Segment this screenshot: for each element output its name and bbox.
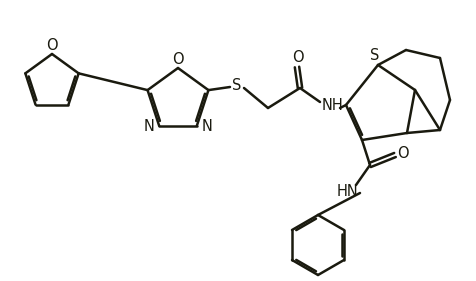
Text: O: O: [292, 51, 303, 65]
Text: O: O: [46, 37, 58, 53]
Text: O: O: [172, 51, 183, 67]
Text: N: N: [201, 119, 212, 134]
Text: S: S: [369, 49, 379, 64]
Text: NH: NH: [321, 99, 343, 114]
Text: N: N: [143, 119, 154, 134]
Text: S: S: [232, 78, 241, 94]
Text: O: O: [397, 146, 408, 162]
Text: HN: HN: [337, 185, 358, 200]
